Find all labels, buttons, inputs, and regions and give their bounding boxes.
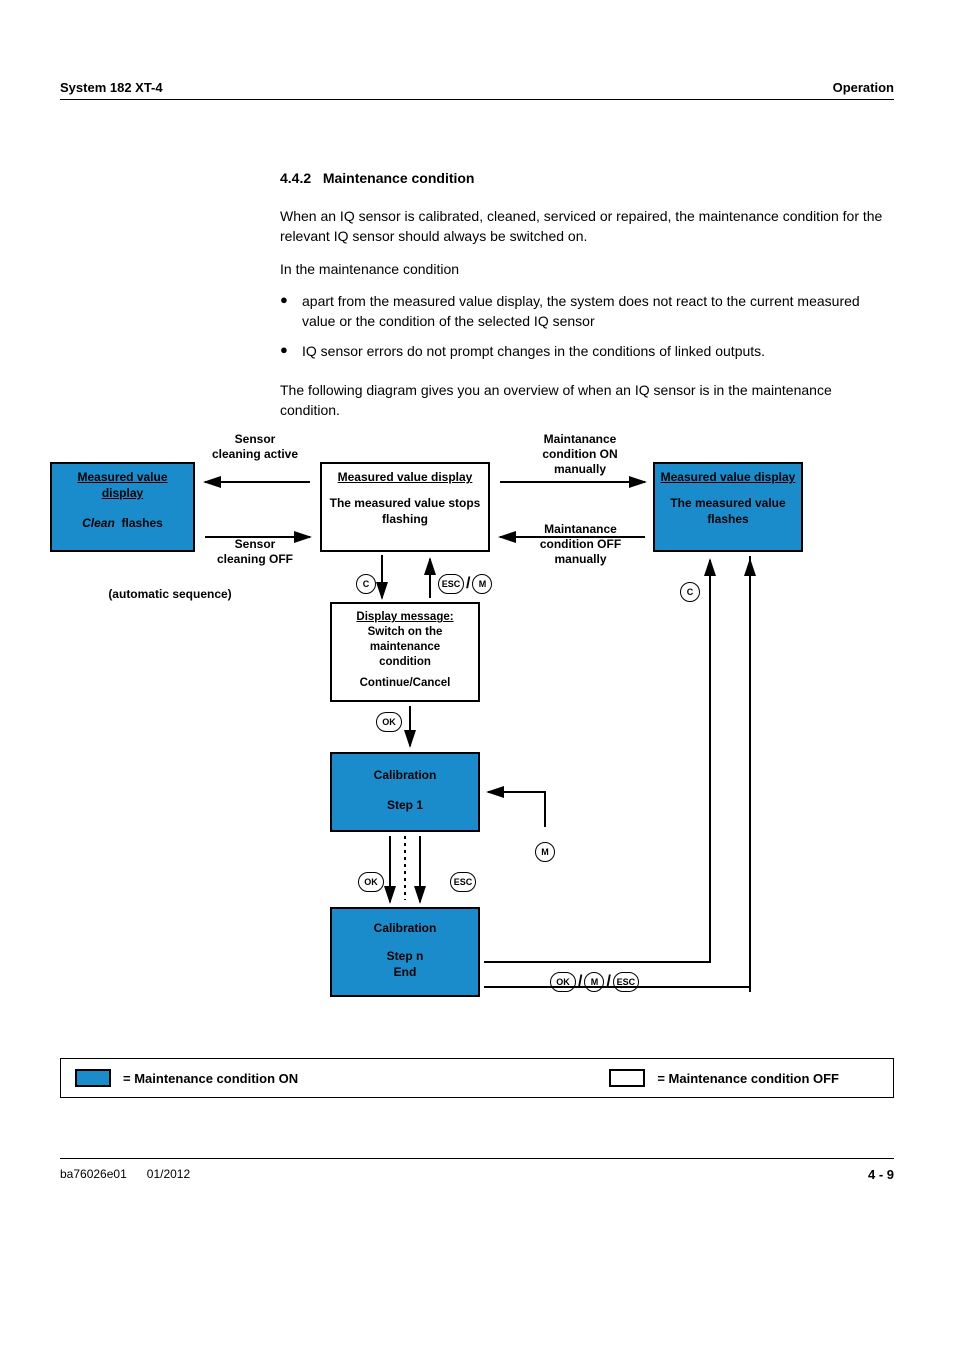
section-heading: 4.4.2 Maintenance condition [280, 170, 894, 186]
legend-on-text: = Maintenance condition ON [123, 1071, 298, 1086]
box-right-sub: The measured value flashes [659, 496, 797, 527]
box-calibration-n: Calibration Step n End [330, 907, 480, 997]
legend: = Maintenance condition ON = Maintenance… [60, 1058, 894, 1098]
box-mid-title: Measured value display [326, 470, 484, 486]
section-number: 4.4.2 [280, 170, 311, 186]
legend-swatch-on [75, 1069, 111, 1087]
para-1: When an IQ sensor is calibrated, cleaned… [280, 206, 894, 247]
key-ok-1: OK [376, 712, 402, 732]
section-title: Maintenance condition [323, 170, 475, 186]
bullet-2: IQ sensor errors do not prompt changes i… [280, 341, 894, 361]
para-2: In the maintenance condition [280, 259, 894, 279]
para-3: The following diagram gives you an overv… [280, 380, 894, 421]
label-maint-on-manually: Maintanance condition ON manually [520, 432, 640, 477]
label-sensor-cleaning-off: Sensor cleaning OFF [210, 537, 300, 567]
box-right-title: Measured value display [659, 470, 797, 486]
header-left: System 182 XT-4 [60, 80, 163, 95]
legend-off-text: = Maintenance condition OFF [657, 1071, 839, 1086]
legend-swatch-off [609, 1069, 645, 1087]
bullet-1: apart from the measured value display, t… [280, 291, 894, 332]
key-esc-2: ESC [450, 872, 476, 892]
footer-date: 01/2012 [147, 1167, 190, 1181]
box-left-title: Measured value display [56, 470, 189, 501]
footer-doc: ba76026e01 [60, 1167, 127, 1181]
key-ok-2: OK [358, 872, 384, 892]
content-column: 4.4.2 Maintenance condition When an IQ s… [280, 170, 894, 420]
box-calibration-1: Calibration Step 1 [330, 752, 480, 832]
box-mid-sub: The measured value stops flashing [326, 496, 484, 527]
box-display-message: Display message: Switch on the maintenan… [330, 602, 480, 702]
flow-diagram: Sensor cleaning active Maintanance condi… [50, 432, 810, 1052]
page-footer: ba76026e01 01/2012 4 - 9 [60, 1158, 894, 1182]
key-c-right: C [680, 582, 700, 602]
label-maint-off-manually: Maintanance condition OFF manually [518, 522, 643, 567]
label-automatic-sequence: (automatic sequence) [85, 587, 255, 602]
key-m-mid: M [535, 842, 555, 862]
bullet-list: apart from the measured value display, t… [280, 291, 894, 362]
key-c-mid: C [356, 574, 376, 594]
footer-page: 4 - 9 [868, 1167, 894, 1182]
header-right: Operation [833, 80, 894, 95]
page-header: System 182 XT-4 Operation [60, 80, 894, 100]
box-measured-value-left: Measured value display Clean flashes [50, 462, 195, 552]
key-esc-m: ESC / M [438, 574, 492, 594]
box-left-sub: Clean [82, 516, 115, 530]
label-sensor-cleaning-active: Sensor cleaning active [210, 432, 300, 462]
box-measured-value-right: Measured value display The measured valu… [653, 462, 803, 552]
box-measured-value-mid: Measured value display The measured valu… [320, 462, 490, 552]
key-ok-m-esc: OK / M / ESC [550, 972, 639, 992]
